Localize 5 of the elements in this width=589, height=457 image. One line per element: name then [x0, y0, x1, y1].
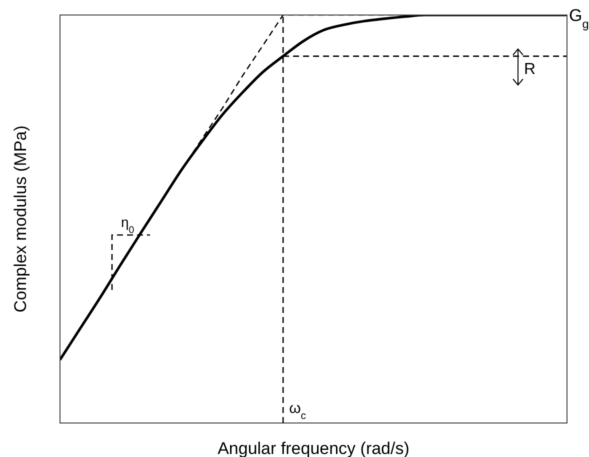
annotation: ω$_{c}$ [289, 400, 306, 422]
text: G$_{g}$ [569, 6, 589, 31]
y-axis-title: Complex modulus (MPa) [11, 125, 30, 313]
annotation: η$_{0}$ [121, 214, 135, 236]
annotation: R [524, 61, 536, 78]
